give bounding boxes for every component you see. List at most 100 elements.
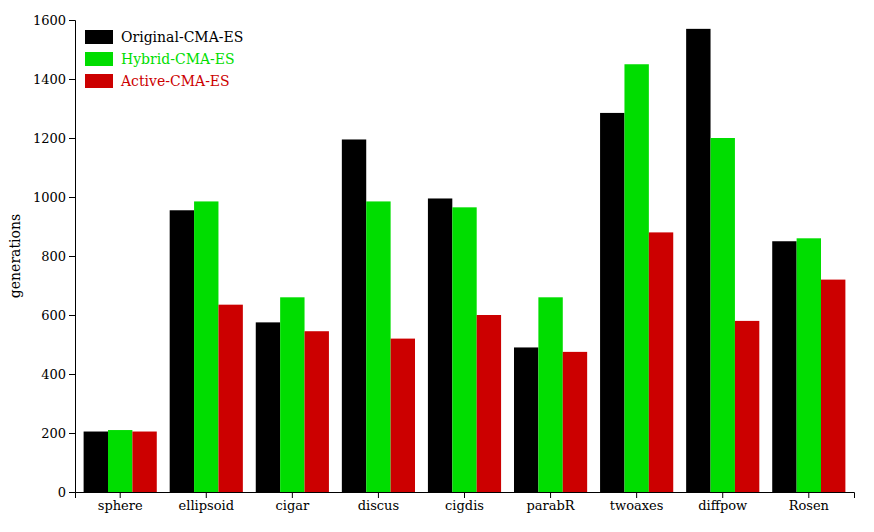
bar [194,201,218,492]
bar [170,210,194,492]
bar [280,297,304,492]
y-tick-label: 1200 [33,131,66,146]
x-axis: sphere ellipsoid cigar discus cigdis parabR tw… [76,492,855,513]
y-tick-label: 1600 [33,13,66,28]
bar [342,139,366,492]
legend-swatch [85,30,113,44]
y-tick-label: 1400 [33,72,66,87]
y-tick: 0 [58,485,75,500]
legend-label: Active-CMA-ES [120,73,230,89]
y-tick-mark [69,492,75,493]
y-tick: 1600 [33,13,75,28]
y-tick-mark [69,256,75,257]
x-tick: sphere [98,492,143,513]
x-tick-mark [464,492,465,498]
y-axis: 0 200 400 600 800 1000 1200 1400 1600 [33,13,76,500]
y-tick-mark [69,197,75,198]
bar [772,241,796,492]
bar-series [108,64,821,492]
bar [108,430,132,492]
bar [391,339,415,492]
bar [305,331,329,492]
bar [132,432,156,492]
x-tick: Rosen [789,492,830,513]
plot: 0 200 400 600 800 1000 1200 1400 1600 sphere ellip… [7,13,855,514]
x-tick-label: diffpow [698,498,747,513]
legend-item: Active-CMA-ES [85,73,230,89]
y-tick: 1400 [33,72,75,87]
bar [686,29,710,492]
bar [735,321,759,492]
x-tick-mark [378,492,379,498]
y-tick-mark [69,20,75,21]
bar-series [132,232,845,492]
x-tick-label: cigdis [445,498,484,513]
x-tick: diffpow [698,492,747,513]
chart: 0 200 400 600 800 1000 1200 1400 1600 sphere ellip… [0,0,874,532]
bar [624,64,648,492]
x-tick-mark [550,492,551,498]
bar [452,207,476,492]
x-tick-label: twoaxes [610,498,664,513]
y-tick-label: 1000 [33,190,66,205]
y-tick-label: 400 [41,367,66,382]
x-tick: cigdis [445,492,484,513]
x-tick-mark [722,492,723,498]
legend-item: Hybrid-CMA-ES [85,51,235,67]
x-tick: twoaxes [610,492,664,513]
bar [428,198,452,492]
y-tick: 1200 [33,131,75,146]
bar [366,201,390,492]
y-tick-mark [69,374,75,375]
y-tick-mark [69,315,75,316]
y-tick-mark [69,138,75,139]
x-tick-mark [292,492,293,498]
legend-swatch [85,52,113,66]
bar [477,315,501,492]
x-tick: parabR [526,492,575,513]
legend-item: Original-CMA-ES [85,29,243,45]
x-tick: ellipsoid [179,492,234,513]
bar [218,305,242,492]
bar [84,432,108,492]
bar [600,113,624,492]
y-tick: 400 [41,367,75,382]
x-tick-mark [120,492,121,498]
y-tick-mark [69,433,75,434]
y-tick-label: 200 [41,426,66,441]
y-tick-label: 600 [41,308,66,323]
y-tick: 200 [41,426,75,441]
y-tick: 1000 [33,190,75,205]
x-tick: cigar [275,492,310,513]
bar [514,347,538,492]
x-tick-label: parabR [526,498,575,513]
x-tick-label: sphere [98,498,143,513]
x-tick-label: ellipsoid [179,498,234,513]
y-tick-mark [69,79,75,80]
y-tick: 600 [41,308,75,323]
legend: Original-CMA-ES Hybrid-CMA-ES Active-CMA-E… [85,29,243,89]
y-tick-label: 0 [58,485,66,500]
legend-label: Hybrid-CMA-ES [121,51,235,67]
bar [711,138,735,492]
x-tick-mark [808,492,809,498]
legend-swatch [85,74,113,88]
x-tick-label: cigar [275,498,310,513]
bar [649,232,673,492]
bar [256,322,280,492]
y-tick: 800 [41,249,75,264]
y-axis-line [69,21,76,493]
legend-label: Original-CMA-ES [121,29,243,45]
y-axis-title: generations [7,214,23,298]
x-tick-label: discus [358,498,399,513]
bar [797,238,821,492]
y-tick-label: 800 [41,249,66,264]
bar [821,280,845,492]
bars [84,29,846,492]
x-tick-label: Rosen [789,498,830,513]
x-tick-mark [206,492,207,498]
x-tick: discus [358,492,399,513]
bar [538,297,562,492]
x-axis-line [76,493,855,499]
x-tick-mark [636,492,637,498]
